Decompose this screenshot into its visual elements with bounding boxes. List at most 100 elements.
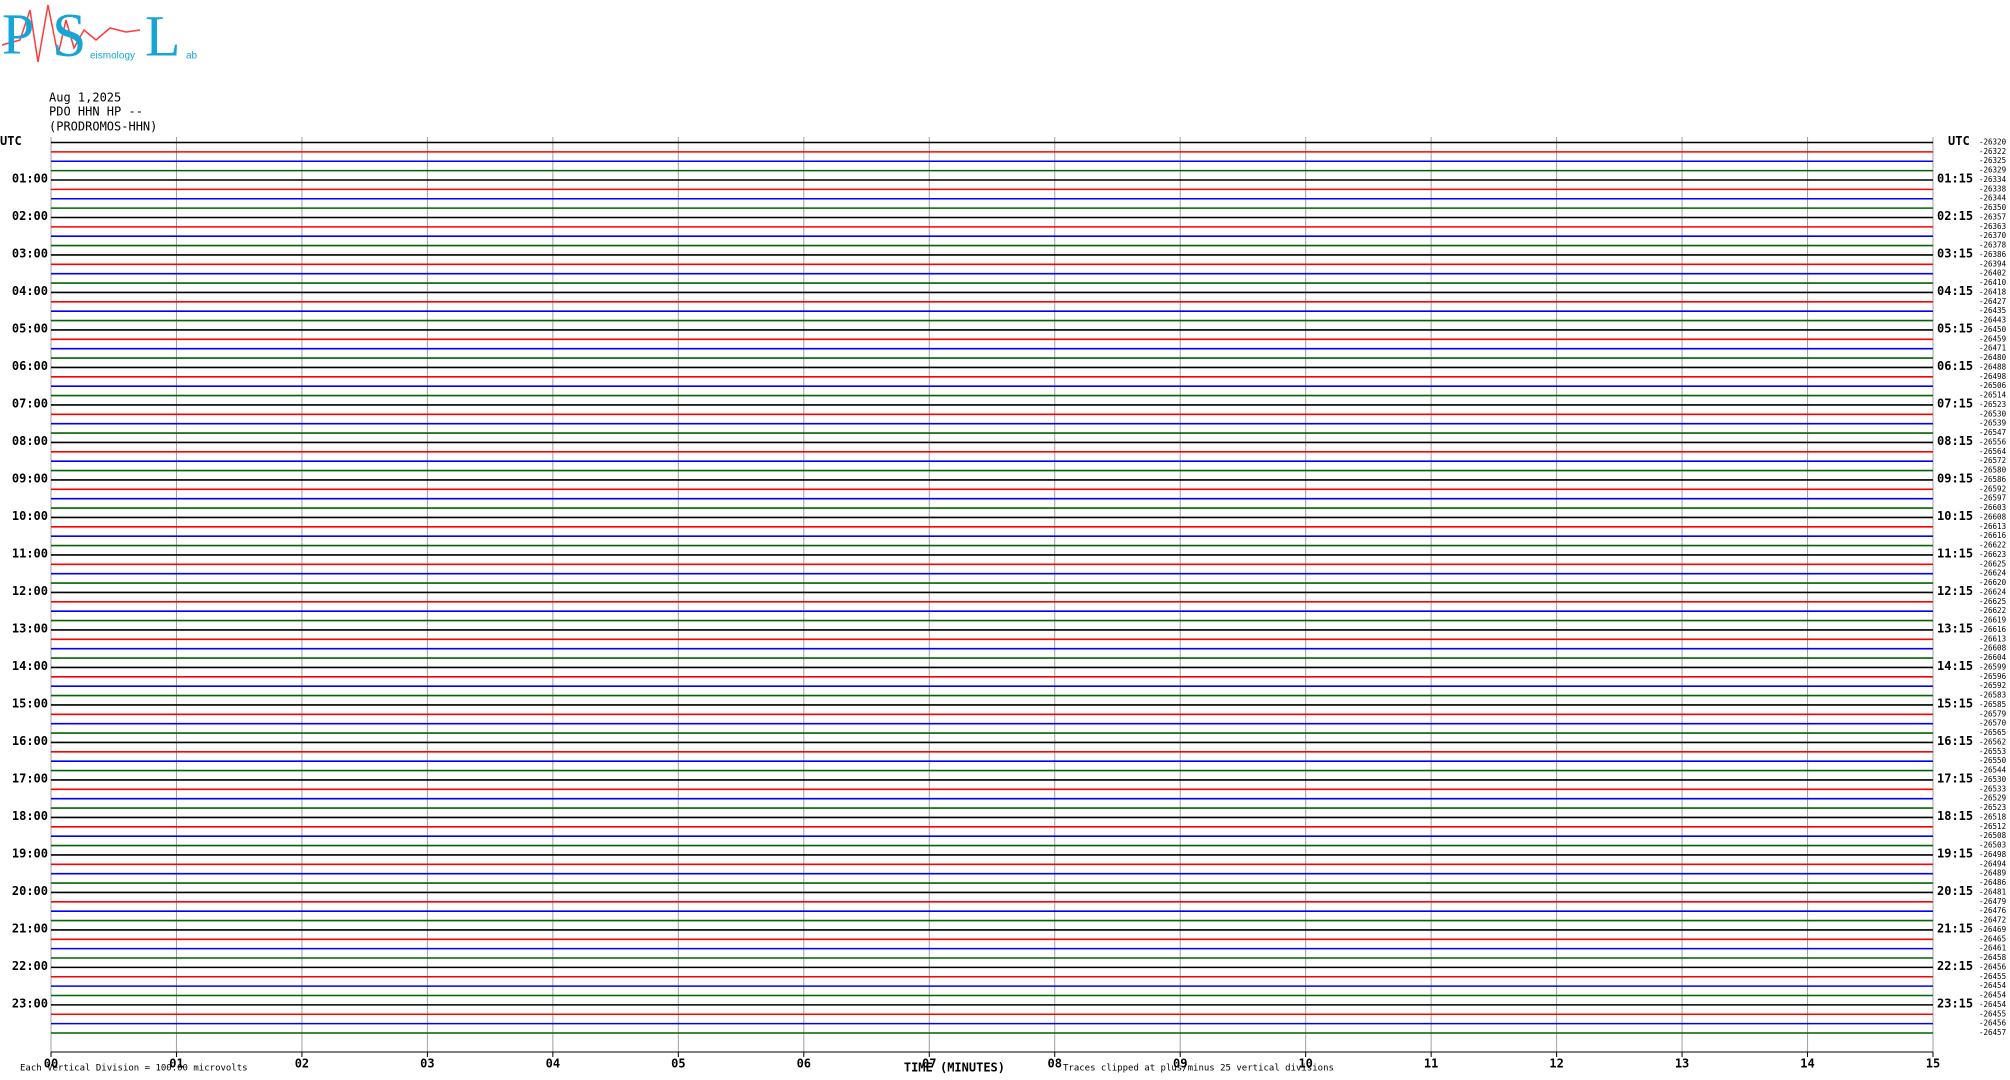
trace-offset: -26508 [1979,831,2007,840]
row-end-label: 21:15 [1937,921,1973,935]
row-time-label: 11:00 [12,546,48,560]
x-tick-label: 14 [1800,1057,1814,1071]
trace-offset: -26613 [1979,522,2006,531]
logo-word: eismology [90,51,135,62]
row-end-label: 06:15 [1937,359,1973,373]
trace-offset: -26370 [1979,231,2007,240]
row-end-label: UTC [1948,134,1970,148]
x-tick-label: 06 [797,1057,811,1071]
trace-offset: -26544 [1979,766,2007,775]
trace-offset: -26486 [1979,878,2007,887]
trace-offset: -26480 [1979,353,2007,362]
x-tick-label: 12 [1549,1057,1563,1071]
row-time-label: 05:00 [12,321,48,335]
trace-offset: -26454 [1979,991,2007,1000]
trace-offset: -26410 [1979,278,2007,287]
trace-offset: -26585 [1979,700,2006,709]
trace-offset: -26402 [1979,269,2006,278]
row-end-label: 22:15 [1937,959,1973,973]
trace-offset: -26386 [1979,250,2007,259]
trace-offset: -26344 [1979,194,2007,203]
trace-offset: -26608 [1979,644,2007,653]
row-time-label: UTC [0,134,22,148]
trace-offset: -26586 [1979,475,2007,484]
row-end-label: 12:15 [1937,584,1973,598]
trace-offset: -26529 [1979,794,2006,803]
row-time-label: 21:00 [12,921,48,935]
trace-offset: -26443 [1979,316,2006,325]
header-line: PDO HHN HP -- [49,105,143,119]
row-end-label: 09:15 [1937,471,1973,485]
row-time-label: 22:00 [12,959,48,973]
scale-note: Each Vertical Division = 100.00 microvol… [20,1064,248,1074]
trace-offset: -26338 [1979,184,2007,193]
row-time-label: 08:00 [12,434,48,448]
trace-offset: -26506 [1979,381,2007,390]
trace-offset: -26458 [1979,953,2007,962]
row-end-label: 03:15 [1937,246,1973,260]
row-end-label: 18:15 [1937,809,1973,823]
row-time-label: 01:00 [12,171,48,185]
row-time-label: 15:00 [12,696,48,710]
trace-offset: -26503 [1979,841,2006,850]
x-tick-label: 15 [1926,1057,1940,1071]
x-tick-label: 01 [169,1057,183,1071]
trace-offset: -26624 [1979,587,2007,596]
trace-offset: -26455 [1979,1009,2006,1018]
trace-offset: -26476 [1979,906,2007,915]
logo-letter: S [52,2,86,70]
trace-offset: -26456 [1979,962,2007,971]
trace-offset: -26625 [1979,559,2006,568]
trace-offset: -26455 [1979,972,2006,981]
trace-offset: -26471 [1979,344,2006,353]
trace-offset: -26450 [1979,325,2007,334]
trace-offset: -26523 [1979,400,2006,409]
x-tick-label: 08 [1048,1057,1062,1071]
row-time-label: 14:00 [12,659,48,673]
trace-offset: -26514 [1979,391,2007,400]
trace-offset: -26583 [1979,691,2006,700]
trace-offset: -26599 [1979,662,2006,671]
trace-offset: -26533 [1979,784,2006,793]
trace-offset: -26550 [1979,756,2007,765]
x-tick-label: 13 [1675,1057,1689,1071]
trace-offset: -26512 [1979,822,2006,831]
trace-offset: -26418 [1979,287,2007,296]
trace-offset: -26465 [1979,934,2006,943]
trace-offset: -26363 [1979,222,2006,231]
row-end-label: 07:15 [1937,396,1973,410]
row-time-label: 20:00 [12,884,48,898]
x-tick-label: 03 [420,1057,434,1071]
row-end-label: 04:15 [1937,284,1973,298]
trace-offset: -26357 [1979,212,2006,221]
clip-note: Traces clipped at plus/minus 25 vertical… [1063,1064,1334,1074]
trace-offset: -26553 [1979,747,2006,756]
x-tick-label: 09 [1173,1057,1187,1071]
trace-offset: -26608 [1979,512,2007,521]
trace-offset: -26596 [1979,672,2007,681]
trace-offset: -26494 [1979,859,2007,868]
logo-word: ab [186,51,198,62]
x-tick-label: 05 [671,1057,685,1071]
trace-offset: -26456 [1979,1019,2007,1028]
logo: P S L eismology ab [1,1,198,70]
x-tick-label: 11 [1424,1057,1438,1071]
trace-offset: -26579 [1979,709,2006,718]
trace-offset: -26350 [1979,203,2007,212]
trace-offset: -26565 [1979,728,2006,737]
row-time-label: 10:00 [12,509,48,523]
trace-offset: -26498 [1979,850,2007,859]
trace-offset: -26592 [1979,484,2006,493]
row-end-label: 01:15 [1937,171,1973,185]
trace-offset: -26562 [1979,737,2006,746]
row-end-label: 20:15 [1937,884,1973,898]
trace-offset: -26572 [1979,456,2006,465]
trace-offset: -26603 [1979,503,2006,512]
row-end-label: 23:15 [1937,996,1973,1010]
row-end-label: 11:15 [1937,546,1973,560]
header-line: (PRODROMOS-HHN) [49,120,157,134]
row-end-label: 16:15 [1937,734,1973,748]
x-tick-label: 02 [295,1057,309,1071]
trace-offset: -26334 [1979,175,2007,184]
trace-offset: -26620 [1979,578,2007,587]
